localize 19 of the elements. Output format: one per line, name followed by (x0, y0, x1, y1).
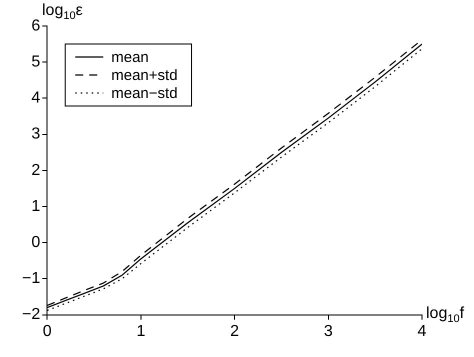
y-axis-title: log$_{10}$ε (42, 2, 83, 22)
x-tick-label: 0 (42, 322, 52, 340)
y-tick-label: 0 (31, 234, 40, 252)
y-tick-label: 1 (31, 198, 40, 215)
y-tick-label: 6 (31, 17, 40, 34)
y-tick-label: 3 (31, 126, 40, 143)
legend-label: mean+std (111, 67, 178, 84)
x-tick-label: 3 (324, 322, 333, 340)
y-tick-label: 4 (31, 90, 40, 107)
x-tick-label: 4 (418, 322, 427, 340)
legend-label: mean−std (111, 85, 178, 102)
y-tick-label: 5 (31, 54, 40, 71)
y-tick-label: 2 (31, 162, 40, 179)
x-tick-label: 2 (230, 322, 240, 340)
y-tick-label: −1 (22, 270, 40, 288)
x-axis-title: log$_{10}$f (426, 305, 464, 326)
x-tick-label: 1 (136, 322, 146, 340)
legend-label: mean (111, 49, 149, 66)
y-tick-label: −2 (22, 306, 40, 324)
